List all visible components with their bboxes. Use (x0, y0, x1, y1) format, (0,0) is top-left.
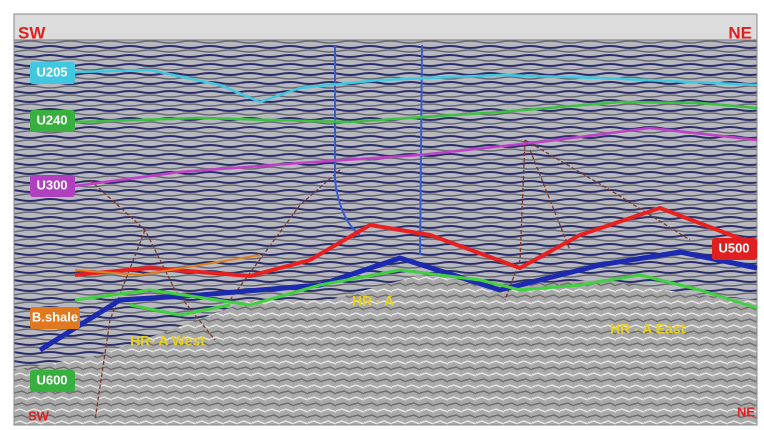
label-box (30, 62, 75, 84)
horizon-label: U500 (718, 240, 749, 255)
horizon-label: B.shale (32, 309, 78, 324)
label-box (30, 110, 75, 132)
horizon-label: U300 (36, 177, 67, 192)
reservoir-label: HR - A East (610, 321, 686, 337)
direction-label: NE (737, 404, 755, 419)
direction-label: SW (18, 23, 46, 42)
horizon-label: U600 (36, 372, 67, 387)
direction-label: NE (728, 23, 752, 42)
horizon-labels: U205 U240 U300 U500 B.shale U600 (30, 62, 757, 392)
reservoir-label: HR- A West (130, 333, 205, 349)
horizons (38, 68, 758, 353)
label-box (30, 175, 75, 197)
label-box (712, 238, 757, 260)
reservoir-label: HR - A (352, 293, 394, 309)
scale-bar (14, 14, 757, 40)
direction-label: SW (28, 408, 50, 423)
layered-zone (14, 40, 757, 370)
horizon-label: U240 (36, 112, 67, 127)
label-box (30, 307, 80, 329)
label-box (30, 370, 75, 392)
frame (13, 13, 758, 426)
well (419, 44, 423, 256)
horizon-label: U205 (36, 64, 67, 79)
faults (89, 139, 691, 421)
